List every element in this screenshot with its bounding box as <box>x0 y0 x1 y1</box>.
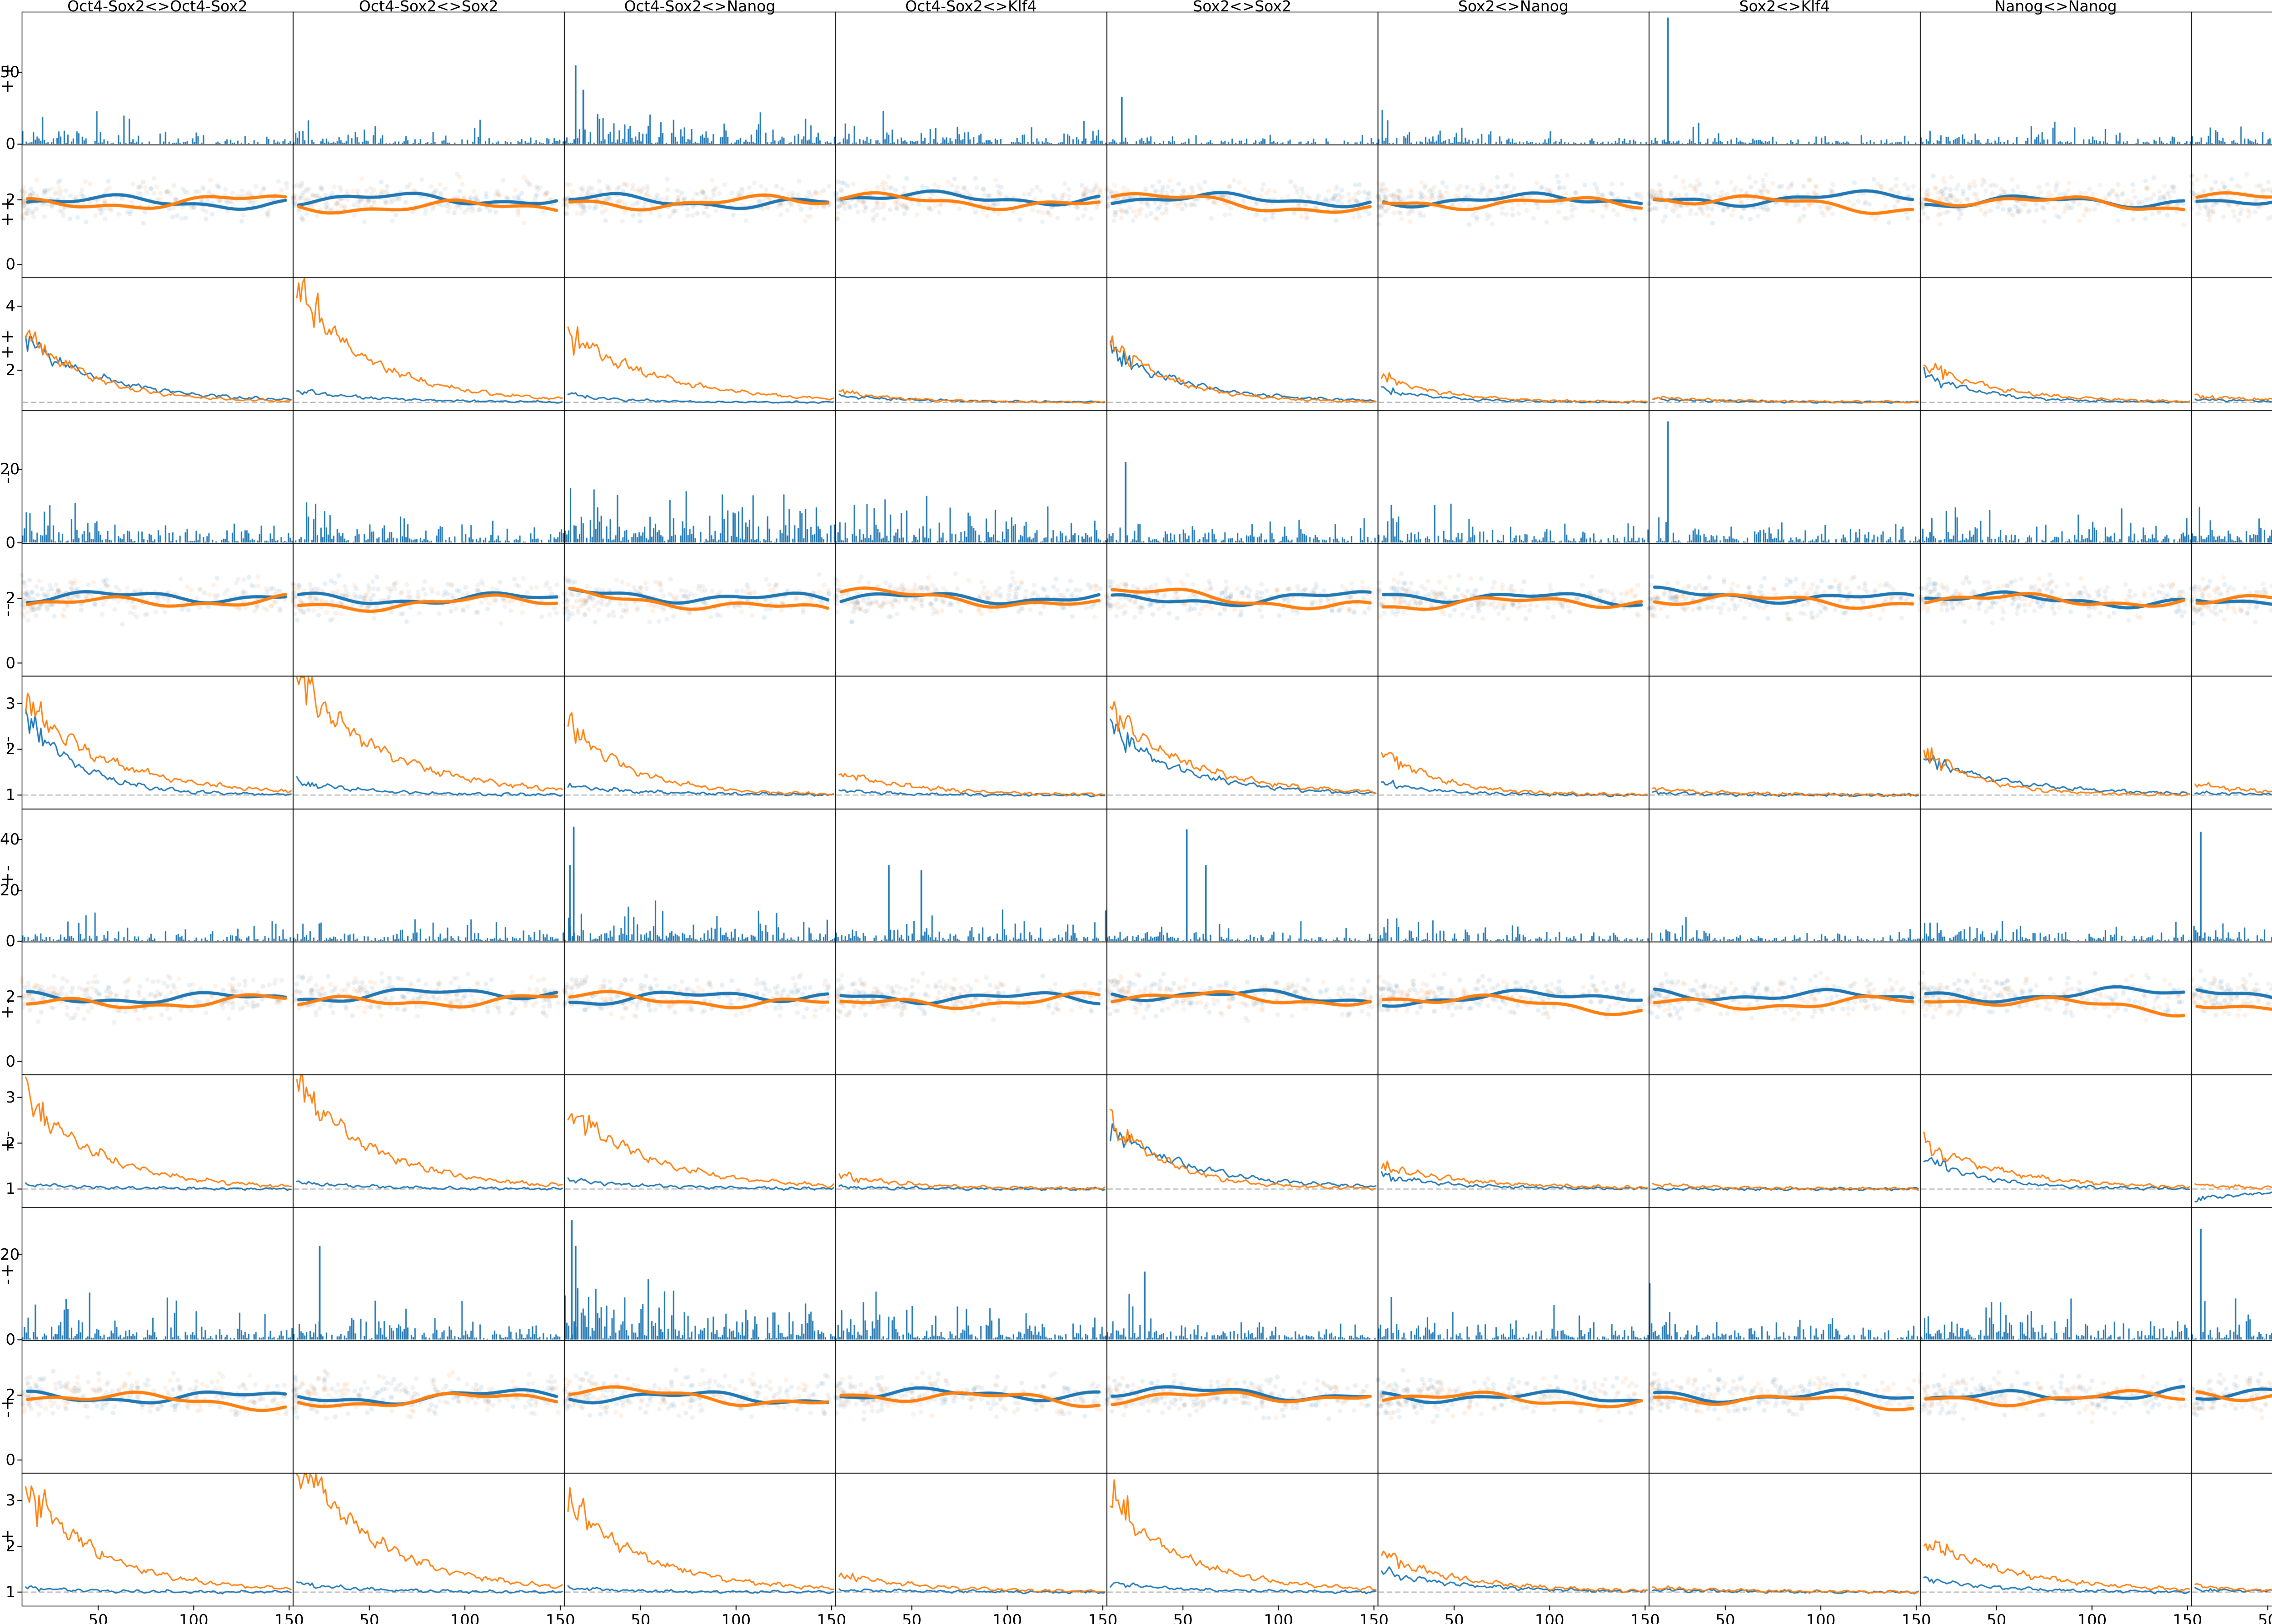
y-tick-label: 2 <box>5 988 15 1006</box>
y-tick-label: 2 <box>5 589 15 607</box>
y-tick-label: 2 <box>5 190 15 209</box>
y-tick-label: 2 <box>5 740 15 759</box>
y-tick-label: 3 <box>5 694 15 713</box>
column-title: Sox2<>Sox2 <box>1193 0 1291 15</box>
y-tick-label: 20 <box>0 881 20 900</box>
y-tick-label: 20 <box>0 1245 20 1264</box>
x-tick-label: 50 <box>88 1611 108 1624</box>
x-tick-label: 100 <box>179 1611 209 1624</box>
column-title: Oct4-Sox2<>Oct4-Sox2 <box>67 0 248 15</box>
x-tick-label: 150 <box>1901 1611 1931 1624</box>
row-group-label: ++ <box>0 328 17 359</box>
y-tick-label: 1 <box>5 786 15 805</box>
y-tick-label: 0 <box>5 533 15 552</box>
y-tick-label: 1 <box>5 1180 15 1198</box>
x-tick-label: 150 <box>274 1611 304 1624</box>
x-tick-label: 50 <box>1173 1611 1193 1624</box>
column-title: Oct4-Sox2<>Nanog <box>624 0 776 15</box>
column-title: Sox2<>Nanog <box>1458 0 1569 15</box>
x-tick-label: 50 <box>359 1611 379 1624</box>
y-tick-label: 0 <box>5 1331 15 1349</box>
x-tick-label: 150 <box>545 1611 575 1624</box>
y-tick-label: 3 <box>5 1491 15 1510</box>
x-tick-label: 50 <box>1987 1611 2007 1624</box>
y-tick-label: 0 <box>5 932 15 950</box>
row-group-label: -+ <box>0 1262 17 1285</box>
x-tick-label: 50 <box>2257 1611 2272 1624</box>
x-tick-label: 50 <box>1444 1611 1464 1624</box>
x-tick-label: 100 <box>721 1611 751 1624</box>
x-tick-label: 100 <box>450 1611 480 1624</box>
column-title: Nanog<>Nanog <box>1994 0 2117 15</box>
y-tick-label: 2 <box>5 1386 15 1405</box>
y-tick-label: 40 <box>0 830 20 849</box>
x-tick-label: 100 <box>1806 1611 1836 1624</box>
x-tick-label: 100 <box>1535 1611 1564 1624</box>
y-tick-label: 2 <box>5 1134 15 1152</box>
y-tick-label: 3 <box>5 1088 15 1107</box>
y-tick-label: 0 <box>5 135 15 154</box>
x-tick-label: 150 <box>1359 1611 1389 1624</box>
x-tick-label: 150 <box>1088 1611 1118 1624</box>
y-tick-label: 0 <box>5 1451 15 1470</box>
y-tick-label: 0 <box>5 1052 15 1071</box>
y-tick-label: 2 <box>5 1537 15 1555</box>
x-tick-label: 150 <box>1630 1611 1660 1624</box>
column-title: Sox2<>Klf4 <box>1739 0 1830 15</box>
y-tick-label: 0 <box>5 654 15 672</box>
y-tick-label: 2 <box>5 361 15 380</box>
x-tick-label: 150 <box>2172 1611 2202 1624</box>
y-tick-label: 50 <box>0 63 20 82</box>
column-title: Oct4-Sox2<>Klf4 <box>905 0 1037 15</box>
x-tick-label: 150 <box>817 1611 847 1624</box>
x-tick-label: 50 <box>1715 1611 1735 1624</box>
y-tick-label: 4 <box>5 297 15 316</box>
y-tick-label: 0 <box>5 255 15 274</box>
x-tick-label: 100 <box>992 1611 1022 1624</box>
column-title: Oct4-Sox2<>Sox2 <box>359 0 498 15</box>
y-tick-label: 20 <box>0 460 20 479</box>
x-tick-label: 100 <box>2077 1611 2107 1624</box>
x-tick-label: 50 <box>902 1611 922 1624</box>
x-tick-label: 100 <box>1264 1611 1293 1624</box>
x-tick-label: 50 <box>631 1611 651 1624</box>
y-tick-label: 1 <box>5 1583 15 1601</box>
